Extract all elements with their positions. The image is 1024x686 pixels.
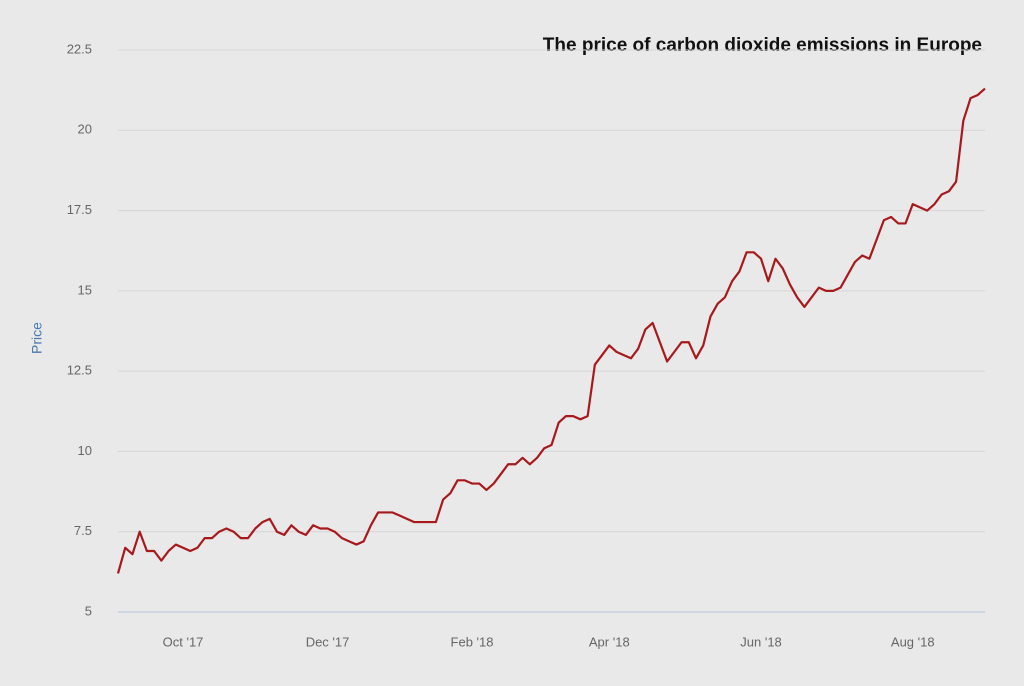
y-tick-label: 7.5 xyxy=(74,523,92,538)
x-tick-label: Dec '17 xyxy=(306,634,350,649)
y-tick-label: 17.5 xyxy=(67,202,92,217)
chart-title: The price of carbon dioxide emissions in… xyxy=(543,35,982,56)
x-tick-label: Aug '18 xyxy=(891,634,935,649)
x-tick-label: Oct '17 xyxy=(163,634,204,649)
x-tick-label: Apr '18 xyxy=(589,634,630,649)
y-tick-label: 12.5 xyxy=(67,363,92,378)
y-tick-label: 20 xyxy=(78,122,92,137)
y-axis-label: Price xyxy=(29,322,45,354)
x-tick-label: Jun '18 xyxy=(740,634,782,649)
y-tick-label: 5 xyxy=(85,603,92,618)
y-tick-label: 22.5 xyxy=(67,41,92,56)
price-line xyxy=(116,87,986,574)
x-tick-label: Feb '18 xyxy=(451,634,494,649)
y-tick-label: 10 xyxy=(78,443,92,458)
y-tick-label: 15 xyxy=(78,282,92,297)
